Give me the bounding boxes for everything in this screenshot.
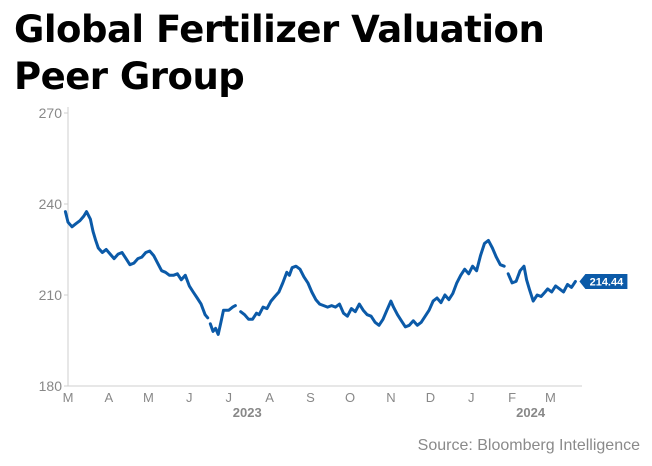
y-tick-label: 270 [39,105,63,121]
x-year-label: 2024 [516,405,546,420]
series-line [63,210,577,336]
x-year-label: 2023 [233,405,262,420]
last-value-flag [579,274,628,290]
x-tick-label: J [186,390,193,405]
x-tick-label: D [426,390,435,405]
chart-title-line-1: Global Fertilizer Valuation [14,8,545,51]
x-tick-label: O [345,390,355,405]
x-tick-label: A [265,390,274,405]
x-tick-label: F [508,390,516,405]
y-tick-label: 180 [39,378,63,394]
y-tick-label: 210 [39,287,63,303]
y-tick-label: 240 [39,196,63,212]
source-note: Source: Bloomberg Intelligence [417,437,640,454]
x-tick-label: M [143,390,154,405]
x-tick-label: A [105,390,114,405]
x-tick-label: S [306,390,315,405]
chart-title: Global Fertilizer Valuation Peer Group [14,6,634,100]
x-tick-label: N [386,390,395,405]
last-value-label: 214.44 [590,277,625,289]
chart-title-line-2: Peer Group [14,55,245,98]
x-tick-label: J [226,390,233,405]
x-tick-label: M [63,390,74,405]
x-tick-label: J [468,390,475,405]
x-tick-label: M [545,390,556,405]
